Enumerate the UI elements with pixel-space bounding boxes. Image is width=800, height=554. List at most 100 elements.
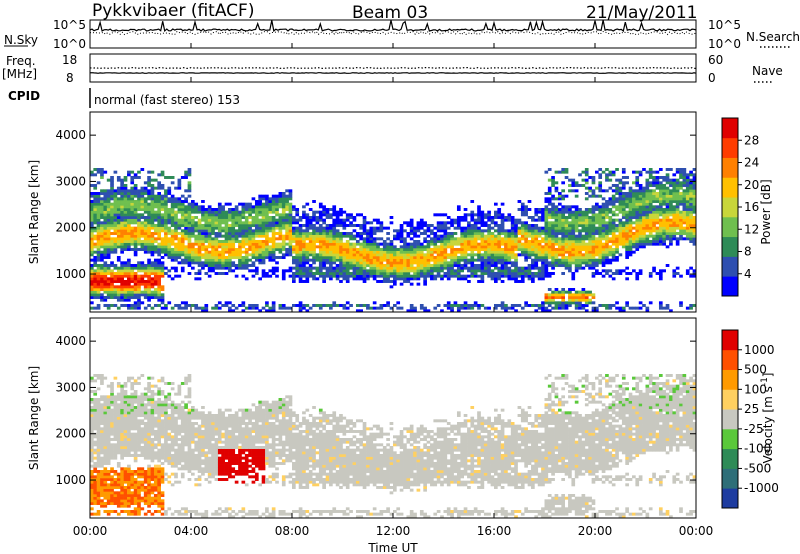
power-cell (679, 224, 683, 227)
power-cell (342, 256, 347, 259)
power-cell (409, 242, 414, 246)
power-cell (598, 216, 603, 219)
power-cell (460, 304, 464, 307)
power-cell (372, 261, 377, 265)
power-cell (318, 240, 323, 243)
power-cell (621, 200, 626, 203)
power-cell (217, 213, 222, 217)
power-cell (372, 306, 377, 310)
power-cell (322, 277, 326, 281)
power-cell (470, 272, 475, 275)
power-cell (568, 210, 572, 214)
power-cell (571, 296, 576, 299)
power-cell (625, 301, 629, 305)
power-cell (147, 250, 151, 254)
power-cell (635, 245, 640, 249)
power-cell (500, 253, 505, 257)
power-cell (611, 256, 616, 259)
power-cell (628, 216, 633, 219)
power-cell (618, 237, 623, 241)
power-cell (285, 269, 289, 273)
power-cell (251, 205, 256, 209)
power-cell (547, 186, 552, 190)
power-cell (635, 205, 640, 209)
power-cell (507, 306, 512, 310)
power-cell (689, 181, 693, 185)
power-cell (557, 192, 562, 195)
power-cell (658, 229, 663, 233)
power-cell (625, 224, 629, 227)
power-cell (443, 266, 448, 270)
power-cell (288, 237, 293, 241)
power-cell (665, 197, 670, 201)
power-cell (544, 296, 549, 299)
power-cell (372, 237, 377, 241)
power-cell (595, 229, 599, 233)
power-cell (477, 226, 481, 230)
power-cell (588, 240, 592, 243)
power-cell (150, 250, 155, 254)
power-cell (497, 248, 502, 251)
power-cell (632, 192, 636, 195)
power-cell (325, 269, 330, 273)
power-cell (490, 232, 495, 235)
power-cell (184, 250, 188, 254)
power-cell (608, 178, 613, 182)
power-cell (184, 229, 188, 233)
y-tick-label: 2000 (55, 221, 86, 235)
power-cell (103, 304, 108, 307)
power-cell (514, 240, 518, 243)
power-cell (133, 250, 138, 254)
power-cell (147, 293, 151, 297)
power-cell (251, 256, 256, 259)
power-cell (96, 256, 101, 259)
power-cell (261, 224, 266, 227)
power-cell (386, 237, 390, 241)
power-cell (133, 232, 138, 235)
power-cell (160, 298, 165, 302)
power-cell (393, 245, 397, 249)
power-cell (355, 304, 360, 307)
power-cell (103, 264, 108, 267)
power-cell (463, 301, 468, 305)
power-cell (409, 256, 414, 259)
power-cell (187, 210, 192, 214)
power-cell (90, 242, 94, 246)
power-cell (557, 216, 562, 219)
power-cell (285, 197, 289, 201)
power-cell (308, 269, 313, 273)
power-cell (147, 205, 151, 209)
power-cell (174, 274, 178, 278)
power-cell (685, 200, 690, 203)
power-cell (106, 253, 111, 257)
power-cell (305, 277, 310, 281)
power-cell (318, 218, 323, 222)
power-cell (520, 224, 525, 227)
power-cell (574, 229, 579, 233)
power-cell (541, 301, 545, 305)
power-cell (621, 197, 626, 201)
power-cell (261, 240, 266, 243)
power-cell (581, 213, 586, 217)
power-cell (389, 216, 394, 219)
power-cell (113, 200, 118, 203)
power-cell (201, 205, 205, 209)
power-cell (494, 250, 498, 254)
power-cell (164, 200, 168, 203)
power-cell (679, 200, 683, 203)
power-cell (436, 240, 441, 243)
power-cell (645, 309, 650, 313)
power-cell (675, 200, 680, 203)
power-cell (288, 218, 293, 222)
power-cell (531, 240, 535, 243)
power-cell (177, 186, 182, 190)
power-cell (106, 216, 111, 219)
power-cell (544, 205, 549, 209)
power-cell (615, 213, 619, 217)
power-cell (278, 250, 283, 254)
power-cell (403, 229, 407, 233)
power-cell (93, 306, 98, 310)
power-cell (531, 218, 535, 222)
power-cell (527, 240, 532, 243)
power-cell (632, 181, 636, 185)
